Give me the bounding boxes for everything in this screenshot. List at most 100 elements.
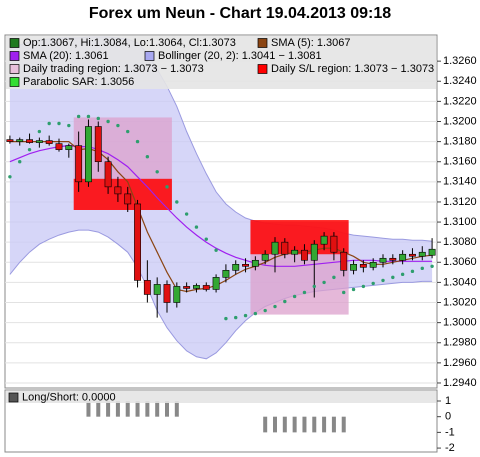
y-tick-label: 1.3220 — [443, 95, 477, 107]
legend-label: SMA (20): 1.3061 — [23, 50, 109, 62]
sar-dot — [18, 160, 22, 164]
candle-body — [350, 263, 357, 271]
candle-body — [94, 126, 102, 163]
y-tick-label: 1.3260 — [443, 55, 477, 67]
sar-dot — [194, 225, 199, 229]
sar-dot — [391, 275, 395, 280]
candle-body — [428, 248, 436, 256]
sar-dot — [371, 281, 375, 286]
legend-label: Bollinger (20, 2): 1.3041 − 1.3081 — [158, 50, 322, 62]
sl-region — [73, 178, 172, 210]
long-short-bar — [125, 400, 130, 417]
sar-dot — [332, 275, 336, 280]
candle-body — [232, 263, 240, 271]
sar-dot — [135, 139, 140, 144]
candle-body — [163, 284, 171, 303]
legend-swatch — [9, 38, 20, 48]
sar-dot — [400, 272, 405, 277]
candle-body — [114, 186, 122, 195]
legend-label: Parabolic SAR: 1.3056 — [23, 76, 134, 88]
sar-dot — [302, 290, 307, 295]
sar-dot — [351, 287, 356, 292]
sar-dot — [37, 129, 42, 134]
sar-dot — [322, 280, 326, 285]
sar-dot — [283, 299, 287, 304]
sar-dot — [312, 284, 316, 289]
panel-title: Long/Short: 0.0000 — [22, 391, 116, 403]
y-tick-label: 1.3240 — [443, 75, 477, 87]
candle-body — [45, 140, 53, 144]
y-tick-label: 1.3080 — [443, 236, 477, 248]
candle-body — [291, 249, 299, 255]
sar-dot — [204, 237, 208, 241]
sar-dot — [76, 114, 81, 119]
y-tick-label: 0 — [445, 411, 451, 423]
y-tick-label: -1 — [445, 426, 455, 438]
y-tick-label: 1.3180 — [443, 136, 477, 148]
chart-title: Forex um Neun - Chart 19.04.2013 09:18 — [89, 5, 391, 22]
sar-dot — [224, 316, 228, 321]
sar-dot — [292, 294, 297, 299]
y-tick-label: 1.2940 — [443, 377, 477, 389]
y-tick-label: 1.3040 — [443, 276, 477, 288]
sar-dot — [253, 311, 258, 316]
panel-swatch — [8, 392, 19, 403]
candle-body — [124, 193, 132, 205]
sar-dot — [145, 154, 150, 159]
candle-body — [320, 235, 328, 245]
long-short-bar — [322, 416, 327, 433]
long-short-bar — [331, 416, 336, 433]
candle-body — [369, 261, 377, 268]
y-tick-label: 1 — [445, 395, 451, 407]
y-tick-label: 1.3120 — [443, 196, 477, 208]
candle-body — [261, 253, 269, 261]
long-short-bar — [86, 400, 91, 417]
long-short-bar — [302, 416, 307, 433]
legend-swatch — [257, 64, 268, 74]
candle-body — [389, 257, 397, 261]
legend-label: Daily trading region: 1.3073 − 1.3073 — [23, 63, 204, 75]
candle-body — [301, 249, 308, 261]
candle-body — [242, 263, 249, 267]
long-short-bar — [312, 416, 317, 433]
candle-body — [153, 284, 161, 295]
sar-dot — [381, 278, 385, 283]
long-short-bar — [263, 416, 268, 433]
sar-dot — [234, 315, 238, 320]
sar-dot — [67, 123, 71, 128]
long-short-bar — [282, 416, 287, 433]
sar-dot — [175, 200, 179, 204]
sar-dot — [342, 290, 346, 295]
sar-dot — [243, 313, 248, 318]
long-short-bar — [106, 400, 111, 417]
candle-body — [330, 235, 338, 253]
candle-body — [399, 253, 407, 261]
candle-body — [26, 139, 33, 143]
candle-body — [340, 251, 348, 271]
legend-box — [6, 36, 436, 89]
sar-dot — [263, 308, 267, 313]
candle-body — [202, 285, 210, 290]
candle-body — [85, 126, 92, 183]
candle-body — [143, 280, 151, 295]
sar-dot — [126, 129, 130, 134]
y-tick-label: 1.3200 — [443, 115, 477, 127]
sar-dot — [410, 269, 415, 274]
sar-dot — [27, 147, 32, 152]
candle-body — [16, 139, 24, 142]
long-short-bar — [115, 400, 120, 417]
candle-body — [409, 253, 416, 257]
candle-body — [55, 143, 63, 150]
legend-label: Op:1.3067, Hi:1.3084, Lo:1.3064, Cl:1.30… — [23, 37, 236, 49]
legend-label: SMA (5): 1.3067 — [271, 37, 351, 49]
y-tick-label: 1.3100 — [443, 216, 477, 228]
long-short-bar — [165, 400, 169, 417]
y-tick-label: 1.3020 — [443, 296, 477, 308]
legend-swatch — [257, 38, 268, 48]
candle-body — [65, 145, 73, 150]
long-short-bar — [145, 400, 150, 417]
candle-body — [418, 251, 426, 257]
candle-body — [222, 270, 230, 278]
candle-body — [134, 203, 141, 281]
